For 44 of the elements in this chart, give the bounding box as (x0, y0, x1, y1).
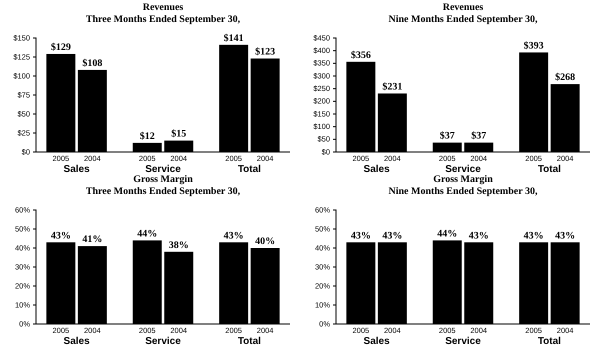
data-label: 38% (168, 240, 189, 251)
chart-title: Revenues (442, 2, 484, 13)
data-label: 40% (255, 236, 276, 247)
data-label: 43% (224, 230, 244, 242)
chart-title: Revenues (142, 2, 184, 13)
chart-title: Gross Margin (433, 174, 494, 185)
data-label: $37 (440, 130, 455, 142)
data-label: 43% (50, 230, 71, 242)
data-label: $231 (382, 81, 402, 92)
data-label: 43% (555, 230, 576, 242)
x-tick-label: Sales (364, 336, 390, 345)
x-tick-label: Total (538, 164, 562, 175)
data-label: 43% (350, 230, 371, 242)
x-tick-label: Total (538, 336, 562, 345)
data-label: $12 (140, 130, 155, 142)
x-tick-label: Sales (64, 336, 90, 345)
data-label: $141 (224, 32, 244, 44)
data-label: $108 (82, 58, 102, 69)
x-tick-label: Service (145, 336, 182, 345)
data-label: 43% (468, 230, 489, 242)
x-tick-label: Sales (364, 164, 390, 175)
data-label: 41% (82, 234, 102, 246)
x-tick-label: Service (445, 336, 482, 345)
data-label: $15 (171, 128, 186, 140)
data-label: 44% (437, 228, 458, 240)
data-label: 43% (382, 230, 402, 242)
x-tick-label: Total (238, 336, 262, 345)
data-label: 43% (524, 230, 544, 242)
data-label: $268 (555, 72, 576, 84)
chart-subtitle: Three Months Ended September 30, (86, 186, 241, 197)
chart-subtitle: Nine Months Ended September 30, (388, 186, 538, 197)
data-label: 44% (137, 228, 158, 240)
chart-title: Gross Margin (133, 174, 194, 185)
data-label: $356 (350, 50, 371, 61)
data-label: $123 (255, 46, 276, 58)
data-label: $393 (524, 40, 544, 52)
data-label: $37 (471, 130, 486, 142)
x-tick-label: Total (238, 164, 262, 175)
chart-subtitle: Three Months Ended September 30, (86, 14, 241, 25)
x-tick-label: Service (145, 164, 182, 175)
chart-subtitle: Nine Months Ended September 30, (388, 14, 538, 25)
data-label: $129 (50, 42, 71, 53)
x-tick-label: Service (445, 164, 482, 175)
x-tick-label: Sales (64, 164, 90, 175)
